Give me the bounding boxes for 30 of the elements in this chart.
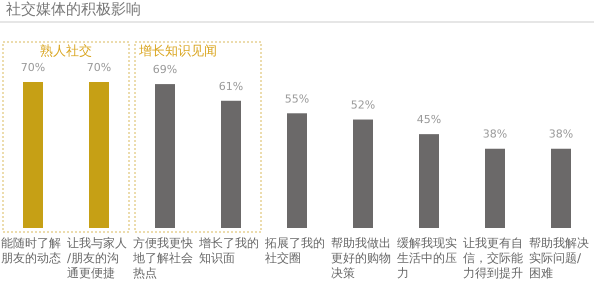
bar bbox=[23, 82, 43, 228]
bar bbox=[551, 148, 571, 228]
data-label: 38% bbox=[548, 128, 574, 141]
x-tick-label: 方便我更快地了解社会热点 bbox=[132, 236, 193, 280]
x-tick-label: 增长了我的知识面 bbox=[198, 236, 259, 265]
x-tick-label: 让我与家人/朋友的沟通更便捷 bbox=[67, 236, 127, 280]
bar bbox=[419, 134, 439, 228]
text: 熟人社交 bbox=[40, 43, 92, 59]
bar bbox=[155, 84, 175, 228]
x-tick-label: 缓解我现实生活中的压力 bbox=[397, 236, 457, 280]
x-tick-label: 能随时了解朋友的动态 bbox=[1, 236, 61, 265]
data-label: 70% bbox=[86, 61, 112, 74]
data-label: 69% bbox=[152, 63, 178, 76]
bar bbox=[287, 113, 307, 228]
data-label: 45% bbox=[416, 113, 442, 126]
bar bbox=[89, 82, 109, 228]
x-tick-label: 帮助我解决实际问题/困难 bbox=[529, 236, 589, 280]
data-label: 61% bbox=[218, 80, 244, 93]
x-tick-label: 帮助我做出更好的购物决策 bbox=[331, 236, 391, 280]
x-tick-label: 让我更有自信，交际能力得到提升 bbox=[463, 236, 523, 280]
bar bbox=[485, 148, 505, 228]
data-label: 52% bbox=[350, 98, 376, 112]
data-label: 55% bbox=[284, 92, 310, 106]
bar bbox=[353, 120, 373, 228]
chart-title: 社交媒体的积极影响 bbox=[6, 0, 141, 18]
bar bbox=[221, 100, 241, 228]
data-label: 70% bbox=[20, 61, 46, 74]
data-label: 38% bbox=[482, 128, 508, 141]
x-tick-label: 拓展了我的社交圈 bbox=[264, 236, 325, 265]
text: 增长知识见闻 bbox=[138, 44, 217, 59]
